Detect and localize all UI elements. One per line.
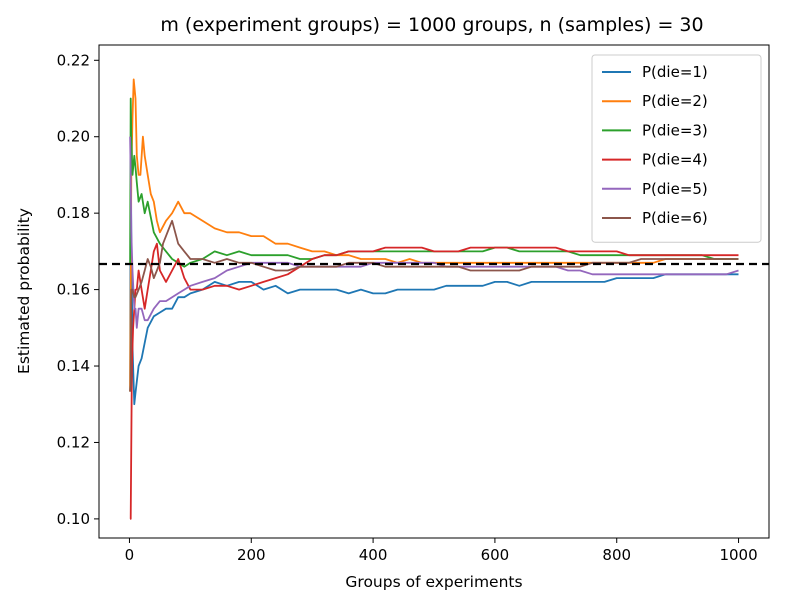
legend-label: P(die=5) — [642, 180, 708, 198]
series-layer — [129, 78, 739, 520]
x-axis-label: Groups of experiments — [345, 573, 522, 591]
y-tick-label: 0.14 — [57, 357, 90, 375]
plot-frame — [98, 44, 770, 539]
x-tick-label: 200 — [237, 546, 266, 564]
chart-title: m (experiment groups) = 1000 groups, n (… — [160, 14, 703, 36]
y-tick-label: 0.10 — [57, 510, 90, 528]
series-line-die-6 — [129, 219, 739, 392]
series-line-die-4 — [129, 242, 739, 520]
y-tick-label: 0.16 — [57, 281, 90, 299]
axes-layer: 0 200 400 600 800 1000 0.10 0.12 0.14 0.16 0.18 0.2… — [57, 51, 758, 564]
legend: P(die=1) P(die=2) P(die=3) P(die=4) P(die=5)… — [591, 54, 762, 243]
series-line-die-5 — [129, 136, 739, 329]
x-tick-label: 1000 — [719, 546, 757, 564]
series-line-die-1 — [129, 135, 739, 406]
y-tick-label: 0.20 — [57, 128, 90, 146]
x-tick-label: 400 — [359, 546, 388, 564]
legend-label: P(die=2) — [642, 92, 708, 110]
y-tick-label: 0.18 — [57, 204, 90, 222]
x-tick-label: 800 — [602, 546, 631, 564]
legend-label: P(die=3) — [642, 121, 708, 139]
legend-label: P(die=4) — [642, 151, 708, 169]
y-axis-label: Estimated probability — [15, 208, 33, 374]
y-tick-label: 0.22 — [57, 51, 90, 69]
y-tick-label: 0.12 — [57, 433, 90, 451]
x-tick-label: 0 — [125, 546, 135, 564]
legend-label: P(die=1) — [642, 63, 708, 81]
legend-frame — [591, 54, 762, 243]
legend-label: P(die=6) — [642, 209, 708, 227]
x-tick-label: 600 — [481, 546, 510, 564]
